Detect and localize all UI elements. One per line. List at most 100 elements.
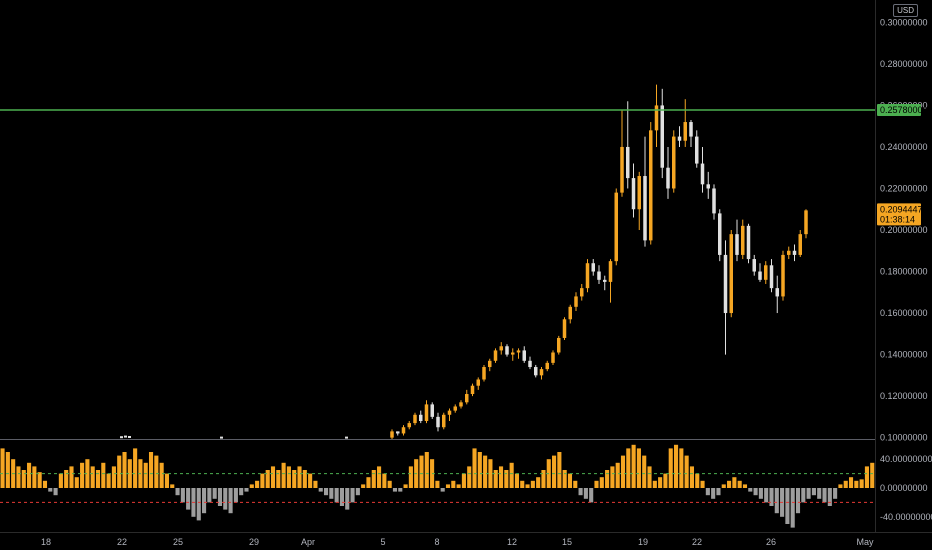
histogram-bar [223, 488, 228, 510]
candle-body [557, 337, 561, 353]
time-tick-label: 22 [117, 537, 127, 547]
candle-body [603, 279, 607, 282]
histogram-bar [318, 488, 323, 492]
candle-body [614, 192, 618, 262]
histogram-bar [154, 455, 159, 488]
histogram-bar [557, 452, 562, 488]
candle-body [712, 188, 716, 214]
histogram-bar [504, 470, 509, 488]
histogram-bar [610, 466, 615, 488]
histogram-bar [228, 488, 233, 514]
candle-body [465, 394, 469, 403]
histogram-bar [42, 480, 48, 488]
candle-body [608, 261, 613, 282]
candle-body [591, 263, 595, 272]
histogram-bar [737, 480, 742, 488]
time-tick-label: May [856, 537, 874, 547]
histogram-bar [758, 488, 763, 499]
histogram-bar [493, 470, 498, 488]
histogram-bar [313, 480, 318, 488]
candle-body [775, 288, 779, 297]
candle-body [522, 350, 526, 361]
histogram-bar [122, 452, 127, 488]
histogram-bar [620, 455, 626, 488]
price-tick-label: 0.12000000 [880, 391, 928, 401]
histogram-bar [212, 488, 217, 499]
candle-body [574, 296, 578, 307]
histogram-bar [817, 488, 822, 499]
histogram-bar [249, 484, 254, 488]
candle-body [769, 265, 774, 289]
histogram-bar [583, 488, 588, 499]
histogram-bar [700, 480, 705, 488]
candle-body [407, 423, 411, 428]
histogram-bar [509, 462, 514, 488]
histogram-bar [748, 488, 753, 492]
histogram-bar [769, 488, 774, 506]
currency-badge[interactable]: USD [893, 4, 918, 17]
histogram-bar [0, 448, 5, 488]
histogram-bar [785, 488, 790, 524]
histogram-bar [451, 480, 456, 488]
last-price-label: 0.20944474 [880, 204, 928, 214]
histogram-bar [202, 488, 207, 514]
histogram-bar [642, 455, 647, 488]
price-tick-label: 0.16000000 [880, 308, 928, 318]
histogram-bar [822, 488, 827, 503]
histogram-bar [615, 462, 620, 488]
histogram-bar [180, 488, 185, 503]
time-tick-label: Apr [301, 537, 315, 547]
histogram-bar [658, 477, 663, 488]
histogram-bar [302, 470, 307, 488]
time-tick-label: 8 [434, 537, 439, 547]
candle-body [660, 105, 664, 168]
countdown-label: 01:38:14 [880, 214, 915, 224]
candle-body [516, 350, 521, 353]
histogram-bar [53, 488, 58, 496]
candle-body [453, 406, 457, 411]
histogram-bar [74, 477, 79, 488]
histogram-bar [594, 480, 599, 488]
histogram-bar [207, 488, 212, 503]
histogram-bar [127, 459, 132, 488]
price-axis[interactable]: 0.300000000.280000000.260000000.24000000… [880, 17, 928, 442]
candle-body [781, 254, 785, 297]
histogram-bar [525, 484, 530, 488]
histogram-bar [732, 477, 737, 488]
candle-body [493, 350, 498, 361]
histogram-bar [329, 488, 334, 499]
histogram-bar [811, 488, 816, 496]
histogram-bar [673, 444, 679, 488]
oscillator-levels [0, 473, 875, 503]
histogram-bar [456, 484, 461, 488]
price-tick-label: 0.22000000 [880, 183, 928, 193]
price-tick-label: 0.10000000 [880, 433, 928, 443]
histogram-bar [684, 455, 689, 488]
time-axis[interactable]: 18 22 25 29 Apr 5 8 12 15 19 22 26 May [41, 537, 874, 547]
histogram-bar [467, 466, 472, 488]
histogram-bar [366, 477, 371, 488]
histogram-bar [711, 488, 716, 499]
candle-body [476, 379, 480, 386]
indicator-tick-label: -40.00000000 [880, 512, 932, 522]
candle-body [528, 360, 532, 368]
candle-body [459, 402, 463, 407]
histogram-bar [143, 462, 148, 488]
histogram-bar [111, 466, 116, 488]
histogram-bar [350, 488, 355, 503]
candle-body [746, 225, 751, 260]
histogram-bar [605, 470, 610, 488]
indicator-axis[interactable]: 40.00000000 0.00000000 -40.00000000 [880, 454, 932, 522]
candle-body [764, 265, 768, 280]
candle-body [626, 146, 630, 179]
histogram-bar [175, 488, 180, 496]
histogram-bar [774, 488, 779, 514]
histogram-bar [742, 484, 748, 488]
histogram-bar [795, 488, 801, 514]
histogram-bar [827, 488, 832, 506]
histogram-bar [159, 462, 164, 488]
time-tick-label: 22 [692, 537, 702, 547]
candle-body [413, 414, 417, 424]
time-tick-label: 26 [766, 537, 776, 547]
